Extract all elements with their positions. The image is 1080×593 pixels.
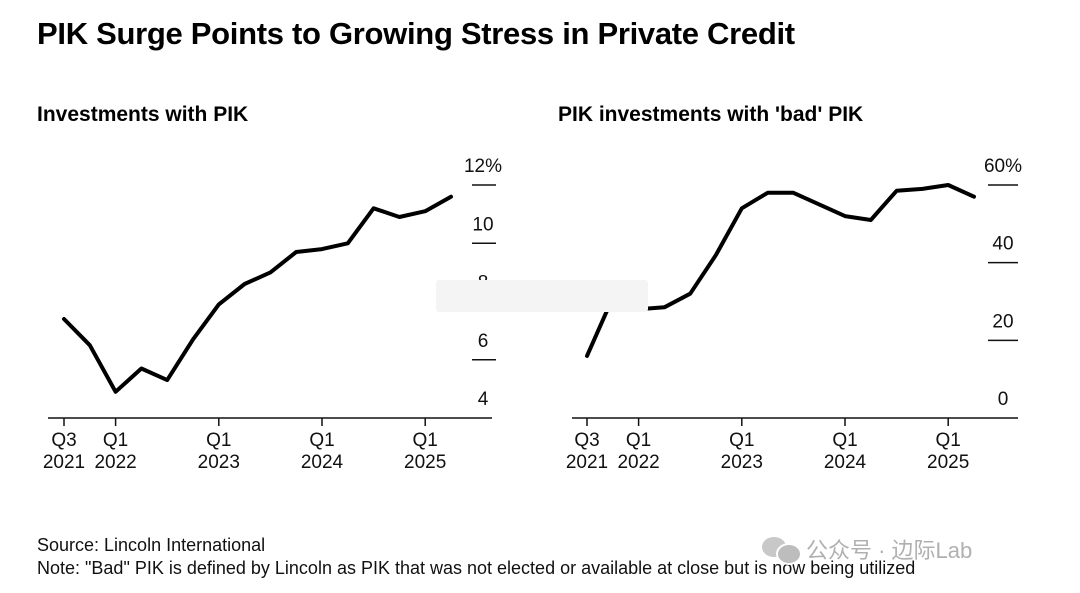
chart-title-investments-with-pik: Investments with PIK (37, 103, 249, 126)
watermark: 公众号 · 边际Lab (762, 533, 972, 565)
pik-x-tick-label-year: 2025 (404, 452, 446, 473)
pik-y-tick-label: 6 (478, 331, 489, 352)
pik-x-tick-label-quarter: Q1 (309, 430, 334, 451)
pik-y-tick-label: 10 (472, 214, 493, 235)
pik-x-tick-label-year: 2021 (43, 452, 85, 473)
page-title: PIK Surge Points to Growing Stress in Pr… (37, 16, 795, 51)
pik-x-tick-label-year: 2022 (94, 452, 136, 473)
bad-pik-x-tick-label-quarter: Q1 (832, 430, 857, 451)
pik-series-line (62, 194, 453, 394)
pik-x-tick-label-quarter: Q1 (103, 430, 128, 451)
pik-x-tick-label-quarter: Q1 (206, 430, 231, 451)
pik-x-tick-label-year: 2024 (301, 452, 344, 473)
bad-pik-series-line (585, 183, 976, 358)
pik-x-tick-label-quarter: Q3 (51, 430, 76, 451)
pik-x-tick-label-quarter: Q1 (413, 430, 438, 451)
pik-x-tick-label-year: 2023 (198, 452, 240, 473)
bad-pik-y-tick-label: 0 (998, 389, 1009, 410)
bad-pik-x-tick-label-year: 2023 (721, 452, 763, 473)
bad-pik-x-tick-label-quarter: Q1 (626, 430, 651, 451)
source-note: Source: Lincoln International (37, 535, 266, 555)
bad-pik-x-tick-label-year: 2025 (927, 452, 969, 473)
redaction-bar (436, 280, 648, 312)
bad-pik-x-tick-label-quarter: Q1 (936, 430, 961, 451)
bad-pik-x-tick-label-quarter: Q3 (574, 430, 599, 451)
bad-pik-x-tick-label-quarter: Q1 (729, 430, 754, 451)
bad-pik-y-tick-label: 40 (992, 234, 1013, 255)
bad-pik-y-tick-label: 20 (992, 311, 1013, 332)
bad-pik-x-tick-label-year: 2022 (617, 452, 659, 473)
bad-pik-x-tick-label-year: 2021 (566, 452, 608, 473)
pik-y-tick-label: 4 (478, 389, 489, 410)
bad-pik-y-tick-label: 60% (984, 156, 1022, 177)
pik-y-tick-label: 12% (464, 156, 502, 177)
definition-note: Note: "Bad" PIK is defined by Lincoln as… (37, 558, 916, 578)
watermark-text: 公众号 · 边际Lab (806, 538, 973, 563)
chart-title-bad-pik: PIK investments with 'bad' PIK (558, 103, 864, 126)
wechat-icon (762, 535, 802, 565)
bad-pik-x-tick-label-year: 2024 (824, 452, 867, 473)
